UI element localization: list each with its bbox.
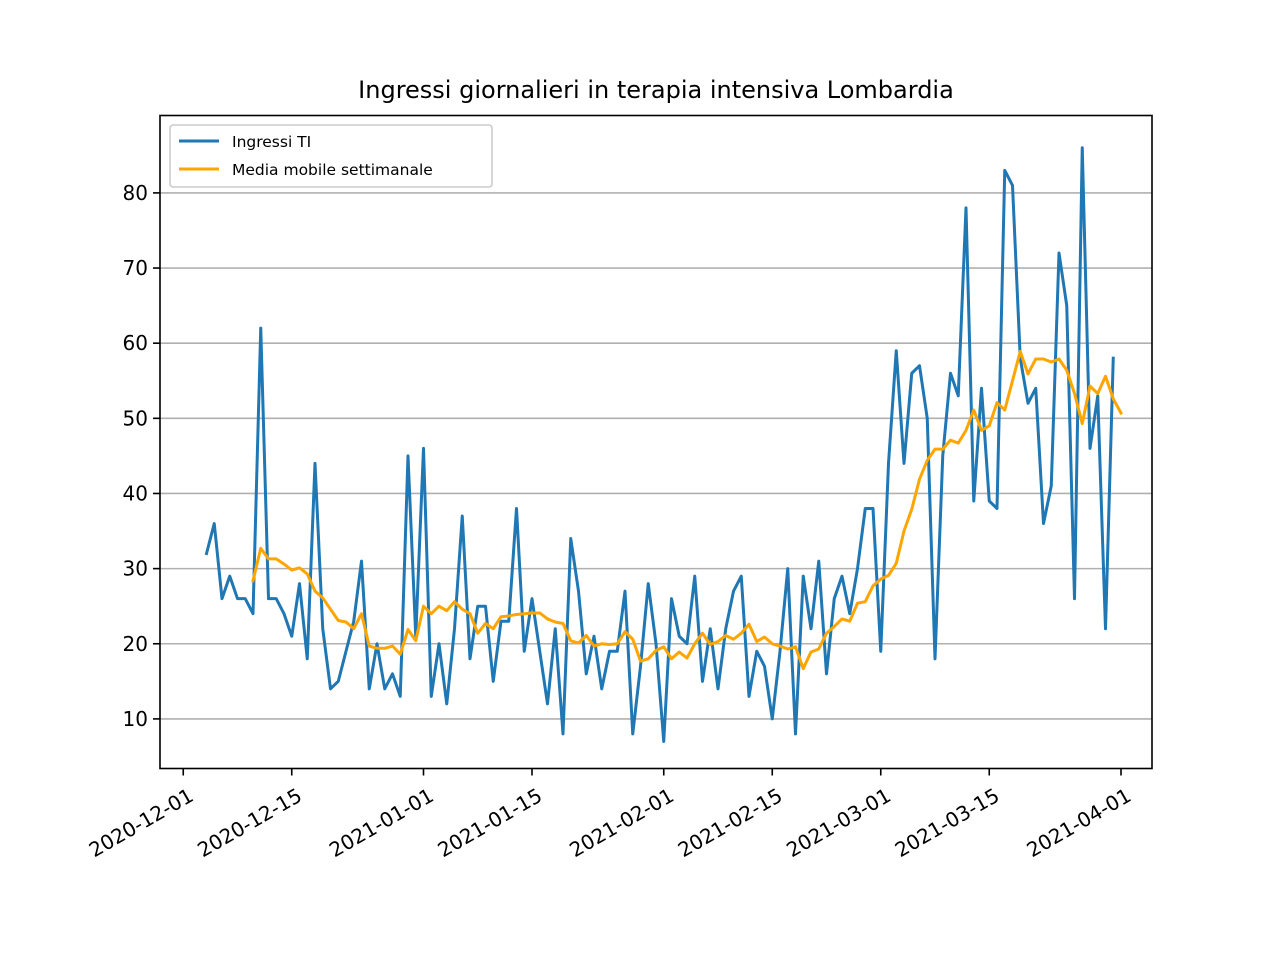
- series-line-2: [251, 349, 1124, 671]
- y-tick-label: 60: [123, 331, 148, 355]
- plot-frame: [159, 114, 1153, 770]
- y-tick-label: 20: [123, 632, 148, 656]
- series-lines: [204, 146, 1124, 743]
- y-tick-label: 70: [123, 256, 148, 280]
- y-tick-label: 40: [123, 481, 148, 505]
- y-axis: 10 20 30 40 50 60 70 80: [123, 181, 160, 731]
- y-tick-label: 80: [123, 181, 148, 205]
- chart-title: Ingressi giornalieri in terapia intensiv…: [358, 76, 954, 104]
- y-tick-label: 10: [123, 707, 148, 731]
- series-line-1: [204, 146, 1115, 743]
- legend-label-2: Media mobile settimanale: [232, 161, 433, 179]
- legend-box: [169, 124, 493, 188]
- legend: Ingressi TI Media mobile settimanale: [169, 124, 493, 188]
- y-tick-label: 50: [123, 406, 148, 430]
- y-tick-label: 30: [123, 557, 148, 581]
- legend-label-1: Ingressi TI: [232, 133, 311, 151]
